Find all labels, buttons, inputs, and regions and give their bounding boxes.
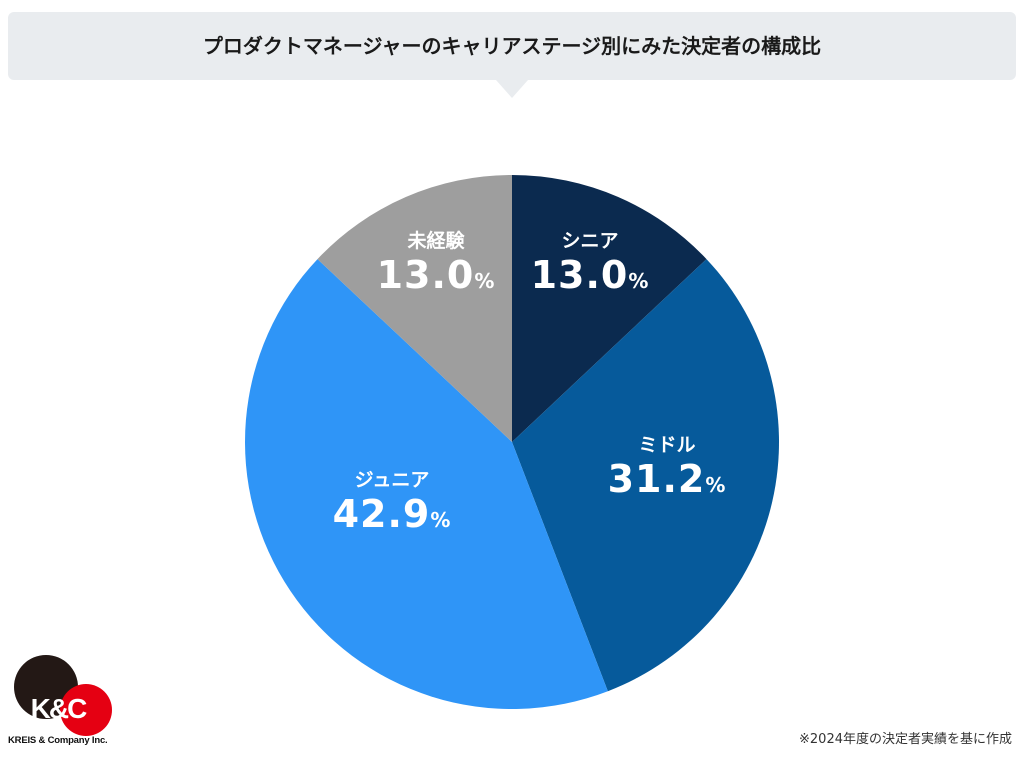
slice-label-middle: ミドル 31.2% (567, 430, 767, 501)
chart-title: プロダクトマネージャーのキャリアステージ別にみた決定者の構成比 (202, 34, 822, 58)
slice-value: 13.0% (530, 253, 650, 297)
slice-label-inexperienced: 未経験 13.0% (336, 226, 536, 297)
pie-slice-0 (512, 175, 707, 442)
pie-slice-3 (317, 175, 512, 442)
pie-slice-1 (512, 259, 779, 692)
company-name: KREIS & Company Inc. (8, 735, 108, 746)
title-banner-pointer (496, 80, 528, 98)
footnote: ※2024年度の決定者実績を基に作成 (799, 732, 1012, 747)
slice-name: シニア (561, 230, 619, 252)
slice-value: 42.9% (332, 492, 452, 536)
slice-value: 13.0% (376, 253, 496, 297)
slice-name: ジュニア (354, 469, 430, 491)
slice-name: 未経験 (407, 230, 465, 252)
slice-value: 31.2% (607, 457, 727, 501)
slice-name: ミドル (638, 434, 696, 456)
slice-label-junior: ジュニア 42.9% (292, 465, 492, 536)
slice-label-senior: シニア 13.0% (490, 226, 690, 297)
title-banner (8, 12, 1016, 80)
company-logo: K&C (14, 655, 112, 736)
svg-text:K&C: K&C (31, 693, 87, 724)
pie-slice-2 (245, 259, 608, 709)
